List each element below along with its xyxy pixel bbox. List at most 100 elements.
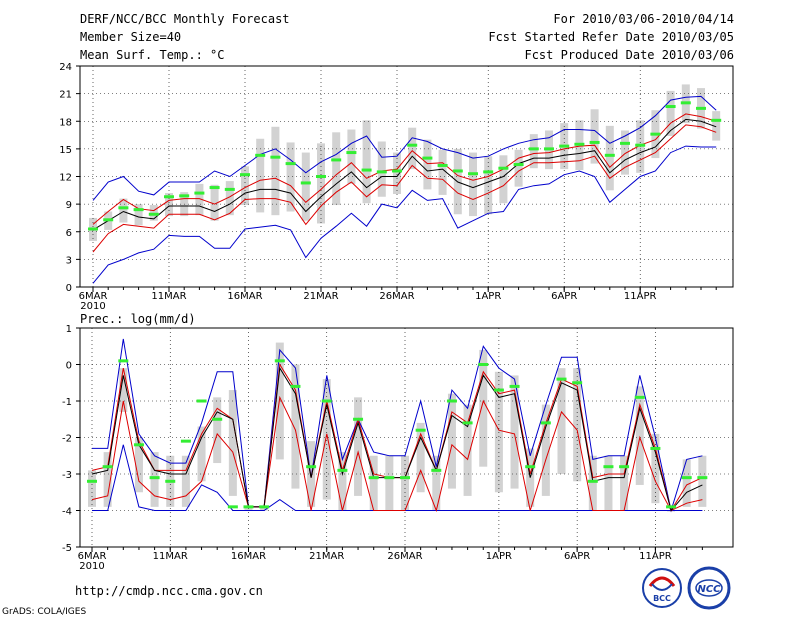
spread-box — [510, 375, 519, 489]
y-tick-label: 6 — [66, 228, 72, 239]
x-tick-label: 16MAR — [227, 291, 262, 302]
x-tick-label: 11MAR — [153, 551, 188, 562]
spread-box — [165, 193, 173, 217]
forecast-period: For 2010/03/06-2010/04/14 — [553, 12, 734, 26]
spread-box — [181, 455, 190, 507]
spread-box — [332, 132, 341, 206]
plot-frame — [79, 65, 734, 288]
spread-box — [119, 368, 128, 412]
spread-box — [210, 184, 219, 221]
y-tick-label: -2 — [62, 434, 72, 445]
spread-box — [134, 204, 143, 226]
fcst-started-date: Fcst Started Refer Date 2010/03/05 — [488, 30, 734, 44]
y-tick-label: 18 — [59, 117, 72, 128]
spread-box — [197, 426, 206, 482]
x-tick-label: 11MAR — [151, 291, 186, 302]
spread-box — [150, 452, 159, 507]
y-tick-label: 15 — [59, 145, 72, 156]
spread-box — [469, 152, 477, 217]
spread-box — [423, 139, 432, 190]
spread-box — [225, 181, 234, 216]
upper-inner-line — [92, 113, 717, 225]
spread-box — [438, 149, 447, 195]
x-tick-label: 16MAR — [231, 551, 266, 562]
spread-box — [275, 342, 284, 460]
spread-box — [317, 143, 325, 224]
spread-box — [338, 452, 347, 511]
spread-box — [195, 183, 204, 216]
bcc-logo: BCC — [642, 568, 682, 608]
x-tick-label: 11APR — [624, 291, 657, 302]
variable-label: Mean Surf. Temp.: °C — [80, 48, 225, 62]
ncc-logo: NCC — [687, 566, 731, 610]
spread-box — [291, 364, 300, 489]
spread-box — [463, 404, 472, 496]
spread-box — [385, 455, 394, 511]
y-tick-label: 1 — [66, 324, 72, 335]
temperature-panel: 0 3 6 9 12 15 18 21 24 6MAR 11MAR 16MAR 21MAR 26MAR 1A… — [59, 62, 734, 312]
ncc-logo-ring — [687, 566, 731, 610]
spread-box — [666, 90, 675, 136]
spread-box — [529, 134, 538, 169]
y-tick-label: 12 — [59, 173, 72, 184]
member-size: Member Size=40 — [80, 30, 181, 44]
bcc-logo-text: BCC — [653, 594, 671, 603]
spread-box — [432, 455, 441, 511]
spread-box — [604, 455, 613, 511]
spread-box — [286, 142, 295, 212]
x-tick-label: 26MAR — [379, 291, 414, 302]
spread-box — [590, 109, 599, 164]
spread-box — [541, 404, 550, 496]
upper-outer-line — [92, 338, 703, 513]
spread-box — [499, 155, 508, 204]
spread-box — [620, 455, 629, 511]
ncc-logo-text: NCC — [697, 584, 721, 595]
x-year-label: 2010 — [79, 561, 104, 572]
grads-credit: GrADS: COLA/IGES — [2, 607, 86, 617]
spread-box — [484, 156, 493, 215]
spread-box — [103, 452, 112, 507]
source-url: http://cmdp.ncc.cma.gov.cn — [75, 584, 263, 598]
x-tick-label: 6APR — [564, 551, 590, 562]
lower-inner-line — [91, 395, 703, 513]
spread-box — [698, 455, 707, 507]
ensemble-mean-line — [92, 118, 717, 231]
spread-box — [712, 111, 721, 141]
spread-box — [377, 141, 386, 197]
spread-box — [514, 149, 523, 187]
spread-box — [682, 459, 691, 507]
y-tick-label: -3 — [62, 470, 72, 481]
spread-box — [393, 152, 401, 194]
ensemble-mean-line — [91, 366, 703, 512]
x-tick-label: 26MAR — [387, 551, 422, 562]
spread-box — [369, 455, 378, 511]
spread-box — [416, 422, 425, 493]
spread-box — [213, 397, 222, 464]
spread-box — [228, 390, 237, 496]
x-tick-label: 6APR — [551, 291, 577, 302]
spread-box — [588, 455, 597, 511]
spread-box — [447, 393, 456, 489]
ncc-logo-ellipse — [695, 579, 723, 597]
spread-box — [557, 368, 566, 474]
spread-box — [479, 349, 488, 467]
x-tick-label: 1APR — [475, 291, 501, 302]
bcc-logo-swirl — [648, 576, 676, 587]
lower-inner-line — [92, 124, 717, 253]
x-tick-label: 6MAR — [79, 291, 108, 302]
y-tick-label: 21 — [59, 90, 72, 101]
y-tick-label: 3 — [66, 255, 72, 266]
y-tick-label: 24 — [59, 62, 72, 73]
x-tick-label: 11APR — [639, 551, 672, 562]
spread-box — [271, 126, 280, 216]
spread-box — [241, 166, 249, 206]
spread-box — [322, 379, 331, 500]
spread-box — [134, 437, 143, 493]
x-tick-label: 21MAR — [303, 291, 338, 302]
bcc-logo-wave — [651, 583, 673, 591]
y-tick-label: 9 — [66, 200, 72, 211]
y-tick-label: -4 — [62, 507, 72, 518]
spread-box — [119, 198, 128, 223]
spread-box — [301, 152, 310, 221]
